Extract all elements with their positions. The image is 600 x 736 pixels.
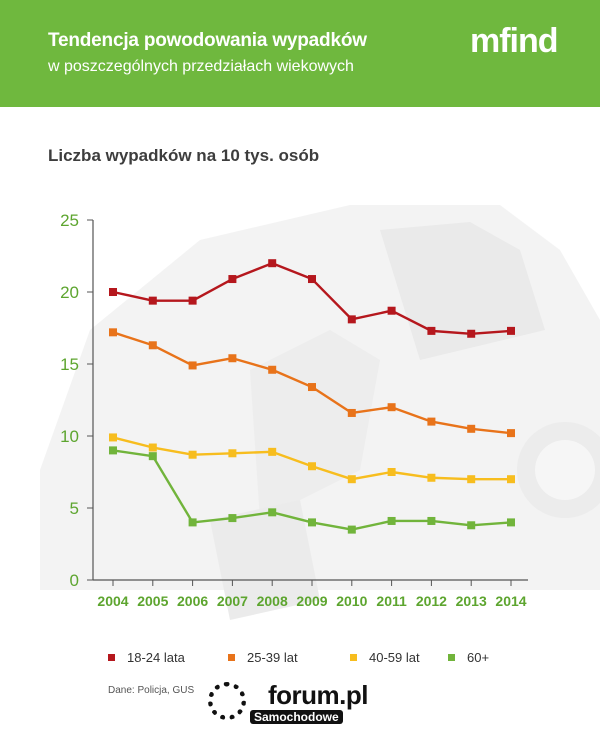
car-background-image [40,205,600,620]
data-point-marker [308,462,316,471]
y-tick-label: 25 [60,211,79,230]
data-point-marker [467,521,476,530]
watermark-sub-text: Samochodowe [250,710,343,724]
legend-label: 60+ [467,650,490,665]
steering-wheel-icon [208,682,246,720]
x-tick-label: 2006 [177,593,208,609]
header-title: Tendencja powodowania wypadków [48,30,367,51]
y-tick-label: 15 [60,355,79,374]
series-4 [109,446,515,534]
data-point-marker [467,329,476,338]
x-tick-label: 2013 [456,593,487,609]
legend-swatch [228,654,235,661]
y-axis-ticks: 0 5 10 15 20 25 [60,211,93,590]
x-tick-label: 2010 [336,593,367,609]
legend-swatch [350,654,357,661]
x-tick-label: 2007 [217,593,248,609]
y-tick-label: 5 [70,499,79,518]
x-axis-ticks: 2004 2005 2006 2007 2008 2009 2010 2011 2012 2013… [97,580,527,609]
data-point-marker [347,408,356,417]
data-point-marker [387,516,396,525]
chart-title: Liczba wypadków na 10 tys. osób [48,146,320,165]
x-tick-label: 2009 [296,593,327,609]
data-point-marker [387,306,396,315]
legend-swatch [108,654,115,661]
x-tick-label: 2011 [376,593,407,609]
legend-swatch [448,654,455,661]
data-point-marker [347,475,356,484]
data-point-marker [427,473,436,482]
header-banner: Tendencja powodowania wypadków w poszcze… [0,0,600,107]
data-point-marker [268,259,277,268]
data-point-marker [109,446,117,455]
data-point-marker [268,365,277,374]
brand-logo: mfind [470,22,559,60]
data-point-marker [268,508,277,517]
series-3 [109,433,515,484]
data-point-marker [467,424,476,433]
data-point-marker [188,450,197,459]
data-point-marker [427,516,436,525]
data-point-marker [427,326,436,335]
data-point-marker [507,429,515,438]
series-1 [109,259,515,338]
data-point-marker [268,447,277,456]
chart-axes [92,220,528,581]
series-lines [109,259,515,534]
data-point-marker [308,518,316,527]
data-point-marker [427,417,436,426]
data-point-marker [148,341,157,350]
data-point-marker [308,383,316,392]
legend-label: 40-59 lat [369,650,420,665]
data-point-marker [387,468,396,476]
y-tick-label: 20 [60,283,79,302]
data-point-marker [148,443,157,452]
data-source-note: Dane: Policja, GUS [108,685,195,696]
data-point-marker [347,315,356,324]
data-point-marker [228,354,237,363]
data-point-marker [109,328,117,337]
series-2 [109,328,515,438]
data-point-marker [507,518,515,527]
y-tick-label: 10 [60,427,79,446]
data-point-marker [467,475,476,484]
data-point-marker [188,518,197,527]
data-point-marker [109,433,117,442]
data-point-marker [347,525,356,534]
x-tick-label: 2012 [416,593,447,609]
data-point-marker [228,514,237,523]
y-tick-label: 0 [70,571,79,590]
chart-legend: 18-24 lata 25-39 lat 40-59 lat 60+ [108,650,588,666]
x-tick-label: 2014 [495,593,526,609]
data-point-marker [228,449,237,458]
data-point-marker [148,296,157,305]
data-point-marker [308,275,316,284]
x-tick-label: 2008 [257,593,288,609]
legend-label: 18-24 lata [127,650,185,665]
data-point-marker [109,288,117,296]
legend-label: 25-39 lat [247,650,298,665]
header-subtitle: w poszczególnych przedziałach wiekowych [48,58,354,75]
data-point-marker [507,326,515,335]
data-point-marker [148,452,157,461]
x-tick-label: 2004 [97,593,128,609]
x-tick-label: 2005 [137,593,168,609]
data-point-marker [387,403,396,412]
data-point-marker [188,361,197,370]
watermark-main-text: forum.pl [268,680,369,710]
data-point-marker [188,296,197,305]
data-point-marker [507,475,515,484]
data-point-marker [228,275,237,284]
forum-watermark-logo: forum.pl Samochodowe [206,678,396,726]
